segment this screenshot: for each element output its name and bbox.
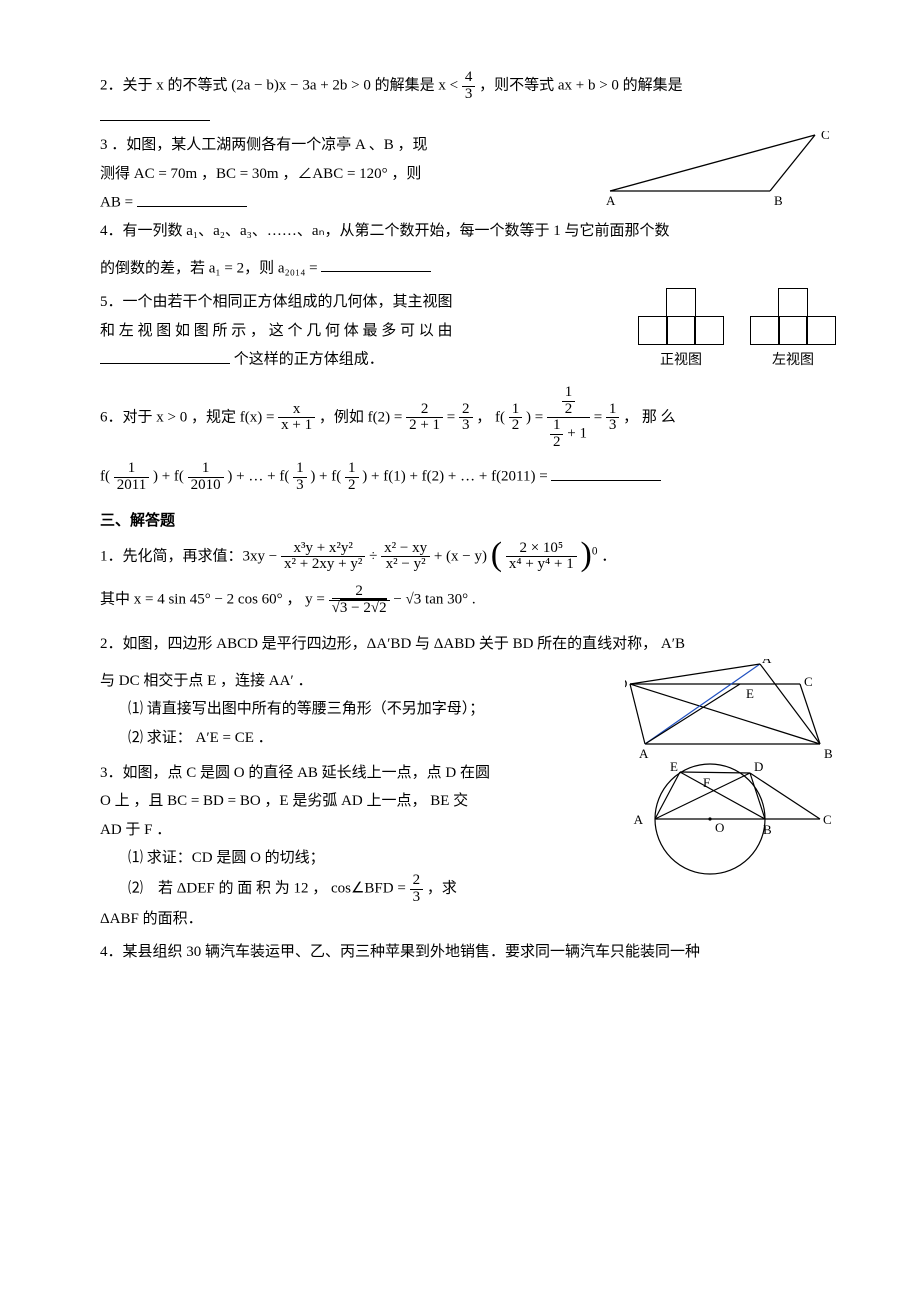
q6-c: ， f( [476,409,505,425]
p3-figure: A B C D E F O [625,759,835,884]
svg-text:A: A [639,746,649,759]
svg-text:F: F [703,775,710,790]
p1-exp0: 0 [592,545,598,557]
p1: 1．先化简，再求值：3xy − x³y + x²y²x² + 2xy + y² … [100,540,835,617]
q3-line3a: AB = [100,195,137,211]
svg-text:A′: A′ [762,659,774,666]
left-view-grid [751,288,835,344]
p2-sub2: ⑵ 求证： A′E = CE ． [100,724,611,753]
p1-f2: x² − xyx² − y² [381,541,430,574]
q6-l2e: ) + f(1) + f(2) + … + f(2011) = [362,469,551,485]
svg-text:B: B [763,822,772,837]
q3-line1: 3 ．如图，某人工湖两侧各有一个凉亭 A 、B ，现 [100,131,586,160]
p1-a: 1．先化简，再求值：3xy − [100,548,281,564]
p2: 2．如图，四边形 ABCD 是平行四边形，ΔA′BD 与 ΔABD 关于 BD … [100,630,835,759]
q2-text-b: ，则不等式 ax + b > 0 的解集是 [479,78,683,94]
svg-text:E: E [746,686,754,701]
q3-line2: 测得 AC = 70m ，BC = 30m ，∠ABC = 120° ，则 [100,160,586,189]
p1-yfrac: 2 √3 − 2√2 [329,584,390,617]
svg-text:A: A [634,812,644,827]
q6-half: 12 [509,402,523,435]
q4-blank [321,254,431,272]
q3-figure: A B C [600,131,835,209]
q2-blank [100,103,210,121]
p1-div: ÷ [369,548,381,564]
q6-fdef: xx + 1 [278,402,315,435]
q3: 3 ．如图，某人工湖两侧各有一个凉亭 A 、B ，现 测得 AC = 70m ，… [100,131,835,217]
q6-e: ， 那 么 [623,409,676,425]
p3-sub2b: ，求 [427,881,457,897]
p3-last: ΔABF 的面积． [100,905,835,934]
q3-blank [137,188,247,206]
q6-l2c: ) + … + f( [227,469,289,485]
svg-text:D: D [625,676,627,691]
q4-line2a: 的倒数的差，若 a₁ = 2，则 a₂₀₁₄ = [100,260,321,276]
q6-a: 6．对于 x > 0 ，规定 f(x) = [100,409,278,425]
svg-text:O: O [715,820,724,835]
svg-text:B: B [824,746,833,759]
q6-ex1a: 22 + 1 [406,402,443,435]
p1-plus: + (x − y) [434,548,487,564]
q5-blank [100,345,230,363]
q5-views: 正视图 左视图 [639,288,835,375]
p1-f1: x³y + x²y²x² + 2xy + y² [281,541,365,574]
p2-figure: A B C D E A′ [625,659,835,759]
section-3-title: 三、解答题 [100,507,835,536]
p1-l2b: − √3 tan 30° . [393,592,475,608]
svg-text:D: D [754,759,763,774]
p1-dot: ． [601,548,616,564]
q6-eq1: = [447,409,459,425]
q6-l2d: ) + f( [310,469,341,485]
q2-frac: 4 3 [462,70,476,103]
q6-l2a: f( [100,469,110,485]
q6-ex2b: 13 [606,402,620,435]
q5: 5．一个由若干个相同正方体组成的几何体，其主视图 和 左 视 图 如 图 所 示… [100,288,835,375]
q6-d: ) = [526,409,547,425]
q5-line1: 5．一个由若干个相同正方体组成的几何体，其主视图 [100,288,625,317]
q6-bigfrac: 12 12 + 1 [547,385,590,451]
svg-text:A: A [606,193,616,208]
q2: 2．关于 x 的不等式 (2a − b)x − 3a + 2b > 0 的解集是… [100,70,835,103]
svg-text:C: C [823,812,832,827]
q2-text-a: 2．关于 x 的不等式 (2a − b)x − 3a + 2b > 0 的解集是… [100,78,462,94]
p3-line3: AD 于 F ． [100,816,611,845]
q4: 4．有一列数 a₁、a₂、a₃、……、aₙ，从第二个数开始，每一个数等于 1 与… [100,217,835,282]
p2-sub1: ⑴ 请直接写出图中所有的等腰三角形（不另加字母）； [100,695,611,724]
rparen-icon: ) [580,538,591,572]
p4: 4．某县组织 30 辆汽车装运甲、乙、丙三种苹果到外地销售．要求同一辆汽车只能装… [100,938,835,967]
q6-l2b: ) + f( [153,469,184,485]
p3-frac: 23 [410,873,424,906]
p3-sub2a: ⑵ 若 ΔDEF 的 面 积 为 12 ， cos∠BFD = [128,881,410,897]
svg-text:E: E [670,759,678,774]
q6-b: ，例如 f(2) = [319,409,406,425]
p1-l2a: 其中 x = 4 sin 45° − 2 cos 60° ， y = [100,592,329,608]
svg-text:C: C [804,674,813,689]
q6-eq2: = [594,409,606,425]
p3-line1: 3．如图，点 C 是圆 O 的直径 AB 延长线上一点，点 D 在圆 [100,759,611,788]
q5-line2: 和 左 视 图 如 图 所 示 ， 这 个 几 何 体 最 多 可 以 由 [100,317,625,346]
q4-line1: 4．有一列数 a₁、a₂、a₃、……、aₙ，从第二个数开始，每一个数等于 1 与… [100,217,835,246]
front-view-grid [639,288,723,344]
lparen-icon: ( [491,538,502,572]
svg-text:B: B [774,193,783,208]
q5-line3b: 个这样的正方体组成． [234,352,384,368]
svg-text:C: C [821,131,830,142]
q6-blank [551,462,661,480]
p3-line2: O 上 ，且 BC = BD = BO ，E 是劣弧 AD 上一点， BE 交 [100,787,611,816]
p2-line1: 2．如图，四边形 ABCD 是平行四边形，ΔA′BD 与 ΔABD 关于 BD … [100,630,835,659]
p2-line2: 与 DC 相交于点 E ，连接 AA′ ． [100,667,611,696]
front-view-caption: 正视图 [639,348,723,375]
p3-sub1: ⑴ 求证：CD 是圆 O 的切线； [100,844,611,873]
left-view-caption: 左视图 [751,348,835,375]
p3: 3．如图，点 C 是圆 O 的直径 AB 延长线上一点，点 D 在圆 O 上 ，… [100,759,835,934]
q6-ex1b: 23 [459,402,473,435]
q6: 6．对于 x > 0 ，规定 f(x) = xx + 1 ，例如 f(2) = … [100,385,835,494]
p1-f3: 2 × 10⁵x⁴ + y⁴ + 1 [506,541,577,574]
